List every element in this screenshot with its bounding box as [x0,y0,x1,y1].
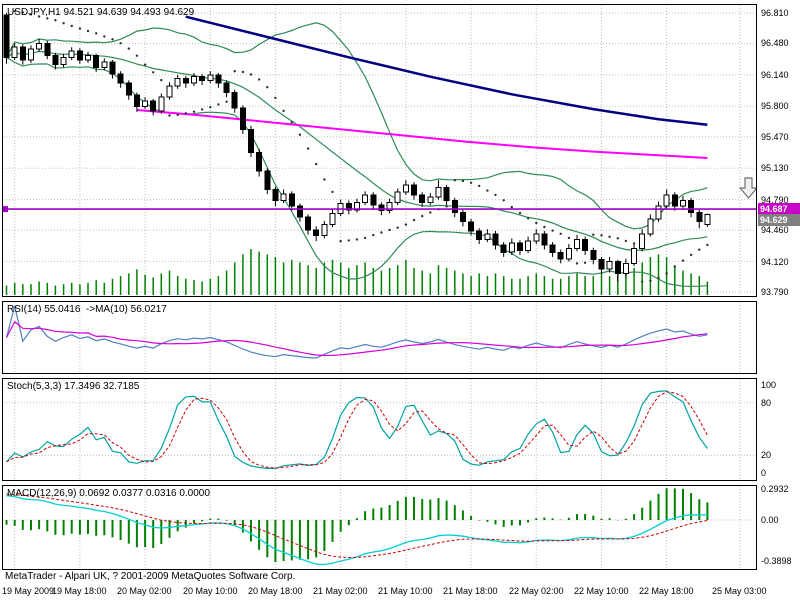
rsi-label: RSI(14) 55.0416 ->MA(10) 56.0217 [7,304,167,315]
macd-line [6,495,708,566]
ma-magenta-line [136,109,708,159]
time-axis-label: 19 May 18:00 [52,586,107,596]
macd-tick-label: -0.3898 [761,556,792,566]
main-chart-canvas[interactable] [3,5,756,296]
hline-price-tag[interactable]: 94.687 [758,203,800,215]
time-axis-label: 22 May 02:00 [509,586,564,596]
time-axis-label: 21 May 18:00 [443,586,498,596]
macd-histogram [5,488,709,563]
price-tick-label: 94.460 [761,225,789,235]
stoch-tick-label: 20 [761,450,772,460]
stochastic-panel[interactable]: Stoch(5,3,3) 17.3496 32.7185 [2,378,757,481]
macd-panel[interactable]: MACD(12,26,9) 0.0692 0.0377 0.0316 0.000… [2,485,757,570]
candles-layer [3,13,711,282]
copyright-text: MetaTrader - Alpari UK, ? 2001-2009 Meta… [5,571,296,582]
stoch-tick-label: 0 [761,468,767,478]
main-chart-panel[interactable]: USDJPY,H1 94.521 94.639 94.493 94.629 [2,4,757,297]
stoch-k-line [6,390,708,470]
time-axis-label: 20 May 10:00 [183,586,238,596]
time-axis-label: 25 May 03:00 [712,586,767,596]
price-tick-label: 96.480 [761,38,789,48]
ma-navy-line [185,15,708,127]
rsi-panel[interactable]: RSI(14) 55.0416 ->MA(10) 56.0217 [2,301,757,374]
grid-layer [3,379,756,480]
price-tick-label: 95.470 [761,132,789,142]
volume-bars [5,249,709,295]
macd-canvas[interactable] [3,486,756,569]
horizontal-line-object[interactable] [3,206,756,213]
stoch-tick-label: 100 [761,380,777,390]
time-axis-label: 20 May 18:00 [248,586,303,596]
price-tick-label: 94.120 [761,257,789,267]
stoch-tick-label: 80 [761,398,772,408]
time-axis-label: 21 May 10:00 [378,586,433,596]
psar-dots [13,10,709,283]
grid-layer [3,5,756,296]
time-axis-label: 19 May 2009 [2,586,55,596]
macd-label: MACD(12,26,9) 0.0692 0.0377 0.0316 0.000… [7,488,210,499]
bid-price-tag: 94.629 [758,214,800,226]
rsi-canvas[interactable] [3,302,756,373]
macd-tick-label: 0.2932 [761,484,789,494]
chart-title: USDJPY,H1 94.521 94.639 94.493 94.629 [7,7,195,18]
price-tick-label: 96.810 [761,8,789,18]
stoch-d-line [6,391,708,469]
price-tick-label: 95.130 [761,163,789,173]
stochastic-canvas[interactable] [3,379,756,480]
price-tick-label: 95.800 [761,101,789,111]
time-axis-label: 22 May 10:00 [574,586,629,596]
price-tick-label: 96.140 [761,70,789,80]
macd-tick-label: 0.00 [761,515,779,525]
time-axis-label: 20 May 02:00 [117,586,172,596]
rsi-ma-line [5,320,708,357]
price-tick-label: 93.790 [761,287,789,297]
time-axis-label: 21 May 02:00 [313,586,368,596]
time-axis-label: 22 May 18:00 [639,586,694,596]
down-arrow-icon[interactable] [738,177,756,199]
stochastic-label: Stoch(5,3,3) 17.3496 32.7185 [7,381,140,392]
